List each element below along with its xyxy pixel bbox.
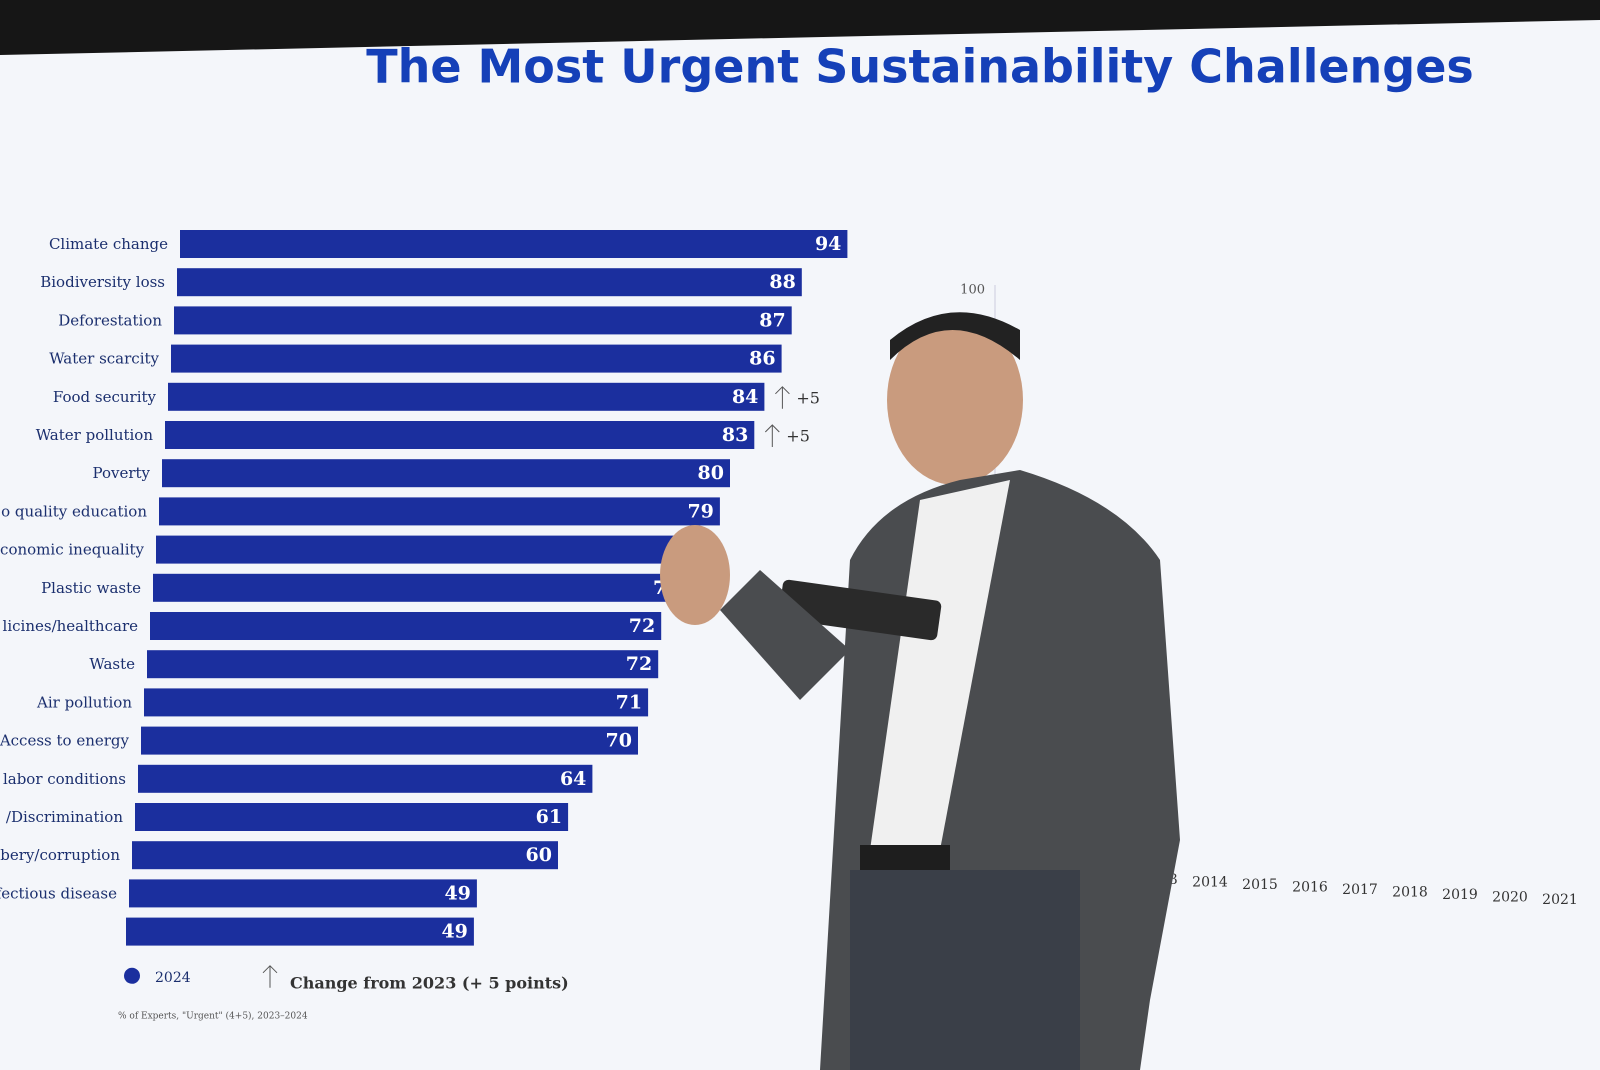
value-label: 84 bbox=[732, 386, 758, 408]
value-label: 79 bbox=[687, 500, 713, 522]
value-label: 60 bbox=[526, 844, 552, 866]
bar bbox=[138, 764, 593, 793]
category-label: Deforestation bbox=[58, 311, 162, 329]
bar bbox=[150, 612, 662, 640]
category-label: Access to energy bbox=[0, 732, 130, 750]
value-label: 49 bbox=[444, 882, 470, 904]
bar bbox=[147, 650, 659, 679]
bar bbox=[153, 573, 686, 602]
category-label: /Discrimination bbox=[6, 808, 123, 826]
x-tick-label: 2015 bbox=[1242, 877, 1278, 893]
value-label: 94 bbox=[815, 233, 841, 255]
legend-label: 2024 bbox=[155, 970, 191, 986]
bar bbox=[177, 268, 802, 297]
legend-change: Change from 2023 (+ 5 points) bbox=[290, 973, 569, 992]
category-label: Water pollution bbox=[36, 426, 154, 444]
category-label: o quality education bbox=[1, 502, 147, 520]
legend-swatch bbox=[124, 967, 140, 984]
category-label: Climate change bbox=[49, 235, 168, 253]
x-tick-label: 2014 bbox=[1192, 875, 1228, 891]
bar bbox=[159, 497, 720, 526]
footnote: % of Experts, "Urgent" (4+5), 2023–2024 bbox=[118, 1010, 308, 1021]
category-label: Food security bbox=[53, 388, 157, 406]
value-label: 64 bbox=[560, 768, 586, 790]
y-tick-label: 100 bbox=[960, 283, 985, 298]
value-label: 72 bbox=[629, 615, 655, 637]
value-label: 87 bbox=[759, 309, 785, 331]
bar bbox=[132, 841, 558, 870]
ceiling bbox=[0, 0, 1600, 55]
category-label: Water scarcity bbox=[49, 350, 159, 368]
category-label: conomic inequality bbox=[0, 541, 144, 559]
bar bbox=[126, 917, 474, 946]
bar bbox=[174, 306, 792, 335]
value-label: 61 bbox=[536, 806, 562, 828]
x-tick-label: 2016 bbox=[1292, 880, 1328, 896]
category-label: Air pollution bbox=[36, 693, 132, 711]
value-label: 70 bbox=[606, 730, 632, 752]
legend-arrow bbox=[262, 965, 278, 988]
bar-chart: Climate change 94 Biodiversity loss 88 Defor… bbox=[0, 230, 848, 1021]
value-label: 88 bbox=[769, 271, 795, 293]
category-label: fectious disease bbox=[0, 884, 117, 902]
category-label: Waste bbox=[89, 655, 135, 673]
value-label: 49 bbox=[441, 921, 467, 943]
bar bbox=[180, 230, 848, 258]
x-tick-label: 2018 bbox=[1392, 885, 1428, 901]
bar bbox=[129, 879, 477, 908]
value-label: 80 bbox=[698, 462, 724, 484]
value-label: 72 bbox=[626, 653, 652, 675]
bar bbox=[135, 803, 569, 831]
value-label: 86 bbox=[749, 348, 775, 370]
bar bbox=[162, 459, 730, 488]
bar bbox=[144, 688, 649, 717]
x-tick-label: 2020 bbox=[1492, 890, 1528, 906]
bar bbox=[165, 421, 755, 449]
category-label: Poverty bbox=[92, 464, 150, 482]
value-label: 83 bbox=[722, 424, 748, 446]
category-label: Biodiversity loss bbox=[40, 273, 165, 291]
bar bbox=[156, 535, 703, 564]
change-label: +5 bbox=[796, 388, 820, 407]
change-label: +5 bbox=[786, 427, 810, 446]
x-tick-label: 2021 bbox=[1542, 892, 1578, 908]
category-label: Plastic waste bbox=[41, 579, 141, 597]
value-label: 71 bbox=[616, 691, 642, 713]
change-arrow bbox=[775, 386, 790, 409]
category-label: labor conditions bbox=[3, 770, 126, 788]
bar bbox=[141, 726, 638, 755]
x-tick-label: 2019 bbox=[1442, 887, 1478, 903]
x-tick-label: 2017 bbox=[1342, 882, 1378, 898]
speaker bbox=[660, 312, 1180, 1070]
category-label: bery/corruption bbox=[0, 846, 120, 864]
change-arrow bbox=[764, 424, 780, 447]
category-label: licines/healthcare bbox=[3, 617, 139, 635]
bar bbox=[168, 382, 765, 411]
bar bbox=[171, 344, 782, 373]
slide-title: The Most Urgent Sustainability Challenge… bbox=[366, 40, 1474, 94]
